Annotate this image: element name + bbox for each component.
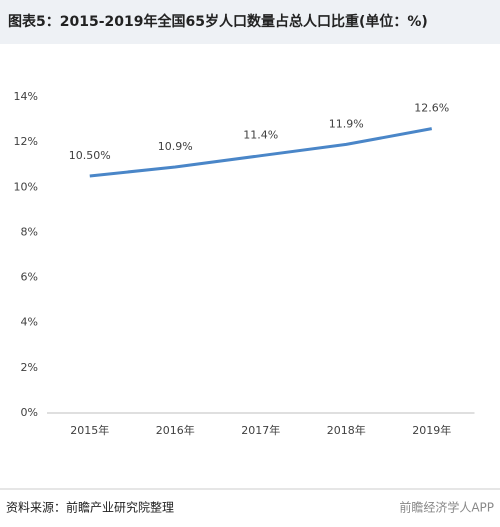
x-tick-label: 2017年 xyxy=(241,423,280,437)
brand: 前瞻经济学人APP xyxy=(399,500,494,515)
y-tick-label: 12% xyxy=(14,135,38,148)
y-tick-label: 2% xyxy=(21,361,38,374)
data-label: 12.6% xyxy=(414,102,449,115)
x-tick-label: 2015年 xyxy=(70,423,109,437)
data-label: 10.9% xyxy=(158,140,193,153)
y-tick-label: 14% xyxy=(14,90,38,103)
data-label: 11.4% xyxy=(243,129,278,142)
y-tick-label: 6% xyxy=(21,271,38,284)
line xyxy=(89,127,433,178)
y-tick-label: 8% xyxy=(21,225,38,238)
chart-title: 图表5：2015-2019年全国65岁人口数量占总人口比重(单位：%) xyxy=(8,13,428,30)
data-label: 10.50% xyxy=(69,149,111,162)
x-tick-label: 2016年 xyxy=(156,423,195,437)
source: 资料来源：前瞻产业研究院整理 xyxy=(6,500,174,515)
x-tick-label: 2018年 xyxy=(327,423,366,437)
data-label: 11.9% xyxy=(329,117,364,130)
y-tick-label: 0% xyxy=(21,406,38,419)
x-tick-label: 2019年 xyxy=(412,423,451,437)
y-tick-label: 4% xyxy=(21,316,38,329)
title-bar xyxy=(0,0,500,44)
y-tick-label: 10% xyxy=(14,180,38,193)
